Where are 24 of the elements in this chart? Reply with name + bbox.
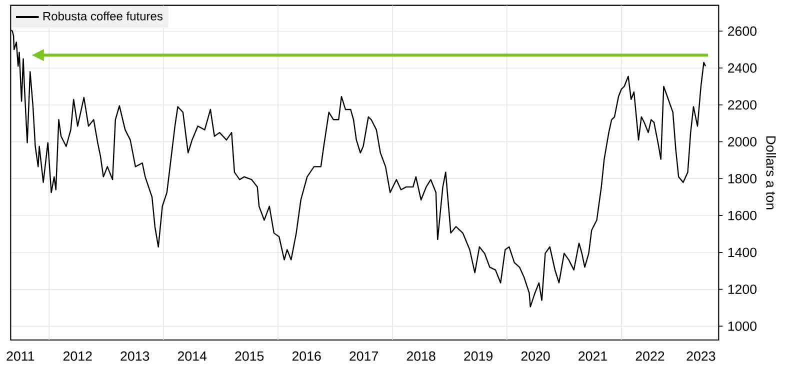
x-tick-label: 2017 [350,351,378,361]
y-tick-label: 1400 [728,248,756,258]
x-tick-label: 2023 [686,351,716,361]
y-tick-label: 1600 [728,210,756,220]
x-tick-label: 2019 [464,351,492,361]
y-tick-label: 1000 [728,321,756,331]
y-tick-label: 2000 [728,137,756,146]
y-axis-title: Dollars a ton [766,136,776,210]
legend-label: Robusta coffee futures [43,12,163,20]
y-tick-label: 1200 [728,284,756,294]
x-tick-label: 2020 [521,351,550,361]
x-tick-label: 2014 [178,351,207,361]
y-tick-label: 2600 [728,26,756,36]
x-tick-label: 2022 [636,351,664,361]
y-tick-label: 2200 [728,100,756,110]
x-tick-label: 2016 [292,351,321,361]
x-tick-label: 2018 [406,351,436,361]
x-tick-label: 2012 [63,351,92,361]
x-tick-label: 2013 [120,351,150,361]
x-tick-label: 2011 [6,351,34,361]
x-tick-label: 2021 [578,351,607,361]
x-tick-label: 2015 [235,351,264,361]
y-tick-label: 1800 [728,174,756,184]
y-tick-label: 2400 [728,63,756,73]
